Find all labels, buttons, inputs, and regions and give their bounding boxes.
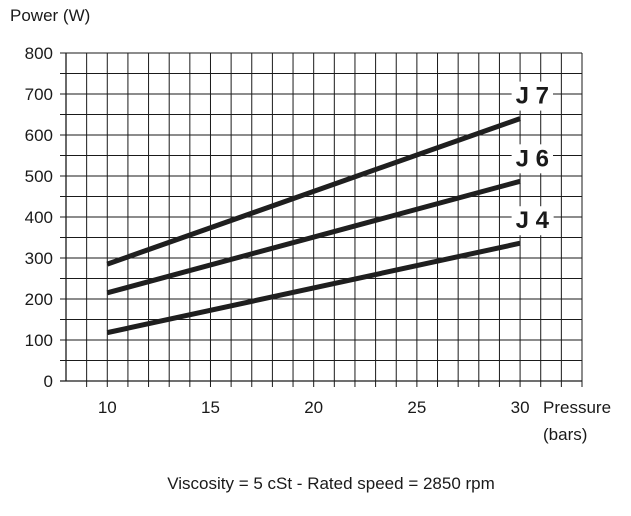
x-tick-label: 25 bbox=[407, 398, 426, 417]
series-labels: J 7 J 6 J 4 bbox=[511, 81, 554, 236]
y-tick-label: 100 bbox=[25, 331, 53, 350]
series-label: J 4 bbox=[516, 207, 550, 234]
y-tick-label: 600 bbox=[25, 126, 53, 145]
y-tick-label: 800 bbox=[25, 44, 53, 63]
y-tick-label: 700 bbox=[25, 85, 53, 104]
series-label-background bbox=[511, 144, 553, 174]
x-axis-title: Pressure bbox=[543, 398, 611, 417]
x-tick-label: 15 bbox=[201, 398, 220, 417]
y-axis-title: Power (W) bbox=[10, 6, 90, 25]
axes bbox=[60, 53, 582, 382]
x-tick-label: 30 bbox=[511, 398, 530, 417]
series-line bbox=[106, 178, 521, 296]
y-tick-label: 0 bbox=[44, 372, 53, 391]
grid bbox=[60, 52, 583, 387]
series-label-background bbox=[511, 206, 554, 236]
x-tick-label: 20 bbox=[304, 398, 323, 417]
x-axis-title-unit: (bars) bbox=[543, 425, 587, 444]
series-line bbox=[106, 116, 521, 267]
series-label: J 6 bbox=[516, 145, 549, 172]
y-tick-label: 500 bbox=[25, 167, 53, 186]
x-tick-label: 10 bbox=[98, 398, 117, 417]
y-tick-label: 400 bbox=[25, 208, 53, 227]
series-line bbox=[106, 240, 521, 336]
y-tick-label: 300 bbox=[25, 249, 53, 268]
y-tick-label: 200 bbox=[25, 290, 53, 309]
series-lines bbox=[106, 116, 521, 336]
chart-caption: Viscosity = 5 cSt - Rated speed = 2850 r… bbox=[167, 474, 495, 493]
series-label: J 7 bbox=[516, 83, 549, 110]
series-label-background bbox=[511, 81, 553, 111]
tick-labels: 0 100 200 300 400 500 600 700 800 10 15 20 25 30 bbox=[25, 44, 530, 417]
